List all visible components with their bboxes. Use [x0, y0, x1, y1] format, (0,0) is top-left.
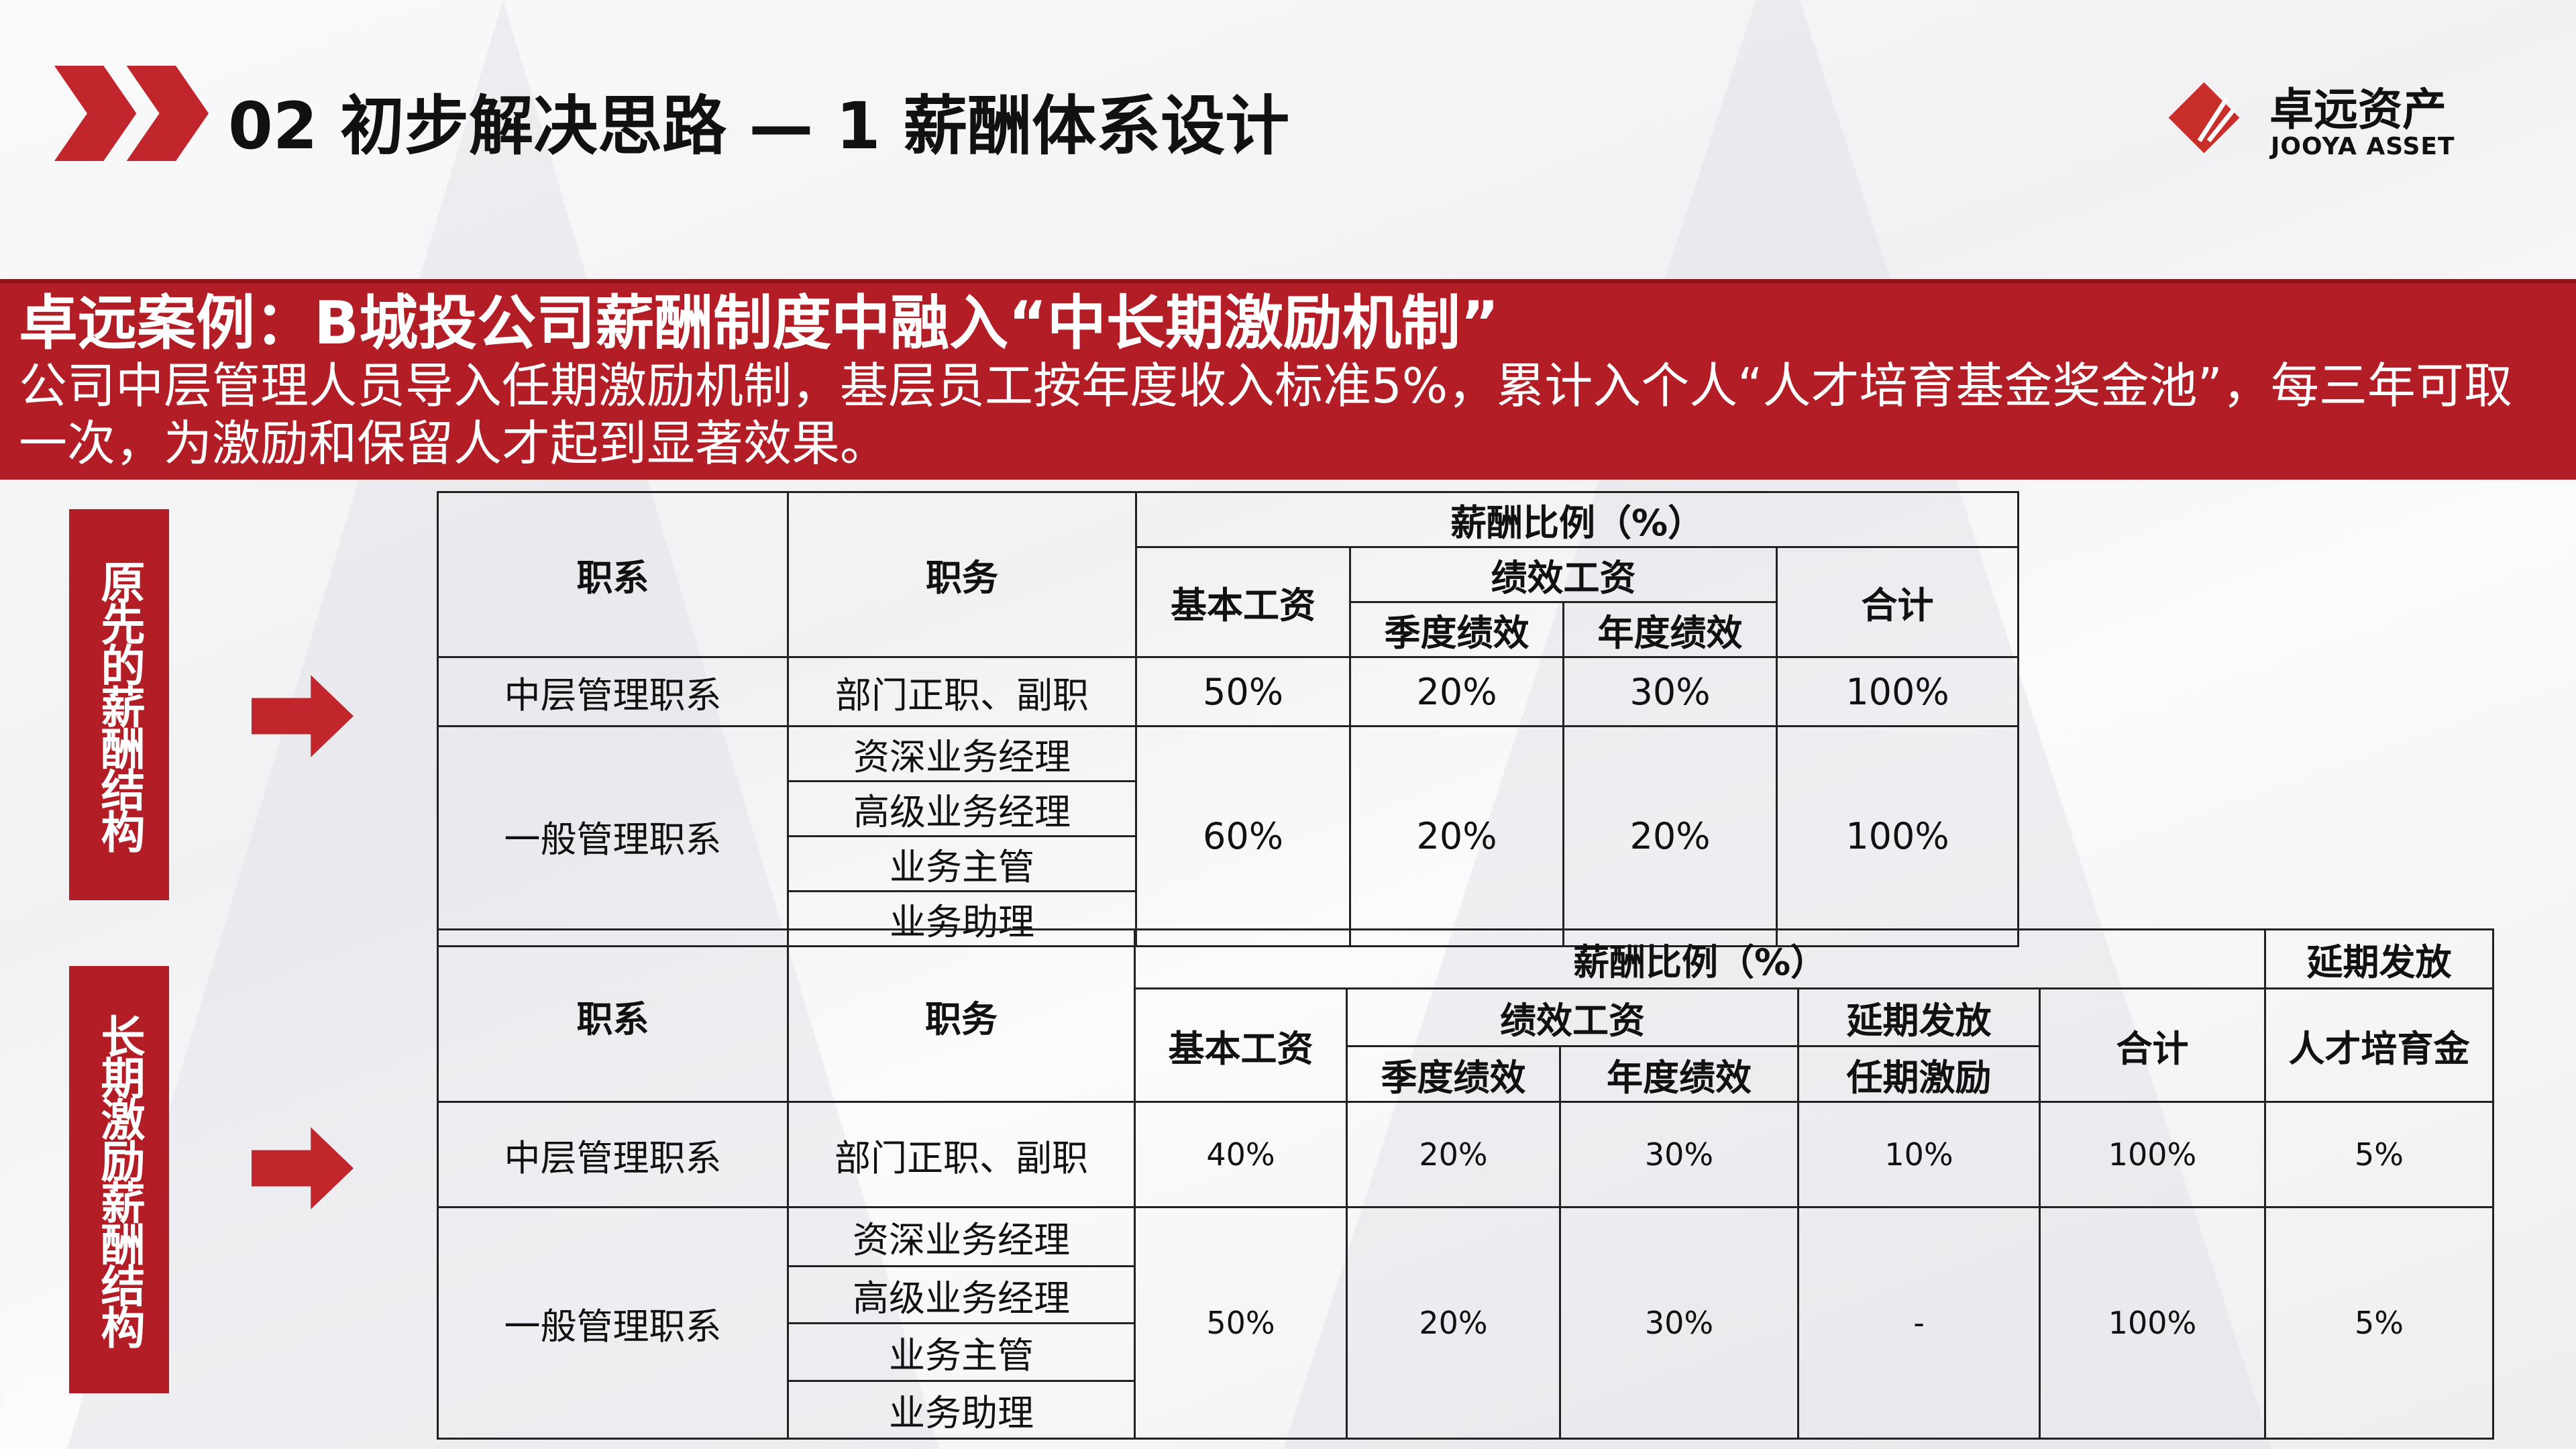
logo-cn: 卓远资产	[2269, 84, 2447, 136]
cell-position: 高级业务经理	[787, 1265, 1136, 1324]
cell-series: 一般管理职系	[437, 725, 789, 947]
company-logo: 卓远资产 JOOYA ASSET	[2165, 74, 2474, 161]
cell-position: 部门正职、副职	[787, 656, 1137, 727]
cell-series: 中层管理职系	[437, 656, 789, 727]
cell-base: 40%	[1134, 1101, 1348, 1208]
cell-position: 高级业务经理	[787, 780, 1137, 837]
header-base: 基本工资	[1134, 987, 1348, 1103]
case-description: 公司中层管理人员导入任期激励机制，基层员工按年度收入标准5%，累计入个人“人才培…	[19, 358, 2512, 472]
header-series: 职系	[437, 491, 789, 658]
table-row: 中层管理职系 部门正职、副职 50% 20% 30% 100%	[437, 656, 2020, 727]
header-position: 职务	[787, 928, 1136, 1103]
header-ratio: 薪酬比例（%）	[1133, 928, 2267, 989]
header-series: 职系	[437, 928, 789, 1103]
cell-quarterly: 20%	[1349, 656, 1564, 727]
cell-position: 部门正职、副职	[787, 1101, 1136, 1208]
header-performance: 绩效工资	[1349, 546, 1778, 603]
cell-talent-fund: 5%	[2264, 1206, 2495, 1440]
table-row: 中层管理职系 部门正职、副职 40% 20% 30% 10% 100% 5%	[437, 1101, 2495, 1208]
cell-annual: 20%	[1562, 725, 1778, 947]
cell-series: 一般管理职系	[437, 1206, 789, 1440]
case-heading: 卓远案例：B城投公司薪酬制度中融入“中长期激励机制”	[19, 288, 1499, 358]
header-performance: 绩效工资	[1346, 987, 1799, 1047]
arrow-right-icon	[252, 675, 354, 757]
header-deferred: 延期发放	[1797, 987, 2041, 1047]
original-salary-table: 职系 职务 薪酬比例（%） 基本工资 绩效工资 合计 季度绩效 年度绩效 中层管…	[437, 491, 2020, 947]
cell-total: 100%	[1775, 656, 2020, 727]
cell-total: 100%	[2038, 1101, 2267, 1208]
cell-series: 中层管理职系	[437, 1101, 789, 1208]
header-ratio: 薪酬比例（%）	[1134, 491, 2020, 548]
longterm-salary-table: 职系 职务 薪酬比例（%） 延期发放 基本工资 绩效工资 延期发放 合计 人才培…	[437, 928, 2495, 1440]
header-total: 合计	[1775, 546, 2020, 658]
header-base: 基本工资	[1135, 546, 1351, 658]
logo-mark-icon	[2168, 82, 2240, 154]
label-longterm-structure: 长期激励薪酬结构	[69, 966, 169, 1393]
logo-en: JOOYA ASSET	[2271, 133, 2455, 160]
header-deferred-top: 延期发放	[2264, 928, 2495, 989]
cell-total: 100%	[1775, 725, 2020, 947]
cell-quarterly: 20%	[1346, 1206, 1561, 1440]
cell-tenure: 10%	[1797, 1101, 2041, 1208]
header-total: 合计	[2038, 987, 2267, 1103]
table-row: 一般管理职系 资深业务经理 50% 20% 30% - 100% 5%	[437, 1206, 2495, 1440]
cell-position: 资深业务经理	[787, 1206, 1136, 1267]
label-text: 长期激励薪酬结构	[93, 1013, 146, 1346]
cell-tenure: -	[1797, 1206, 2041, 1440]
cell-annual: 30%	[1559, 1206, 1799, 1440]
header-talent-fund: 人才培育金	[2264, 987, 2495, 1103]
cell-position: 业务主管	[787, 1322, 1136, 1382]
header-tenure: 任期激励	[1797, 1045, 2041, 1103]
case-banner: 卓远案例：B城投公司薪酬制度中融入“中长期激励机制” 公司中层管理人员导入任期激…	[0, 279, 2576, 480]
cell-quarterly: 20%	[1346, 1101, 1561, 1208]
header-annual: 年度绩效	[1559, 1045, 1799, 1103]
cell-base: 60%	[1135, 725, 1351, 947]
cell-base: 50%	[1134, 1206, 1348, 1440]
cell-annual: 30%	[1559, 1101, 1799, 1208]
table-row: 一般管理职系 资深业务经理 60% 20% 20% 100%	[437, 725, 2020, 947]
header-quarterly: 季度绩效	[1349, 601, 1564, 658]
page-title: 02 初步解决思路 — 1 薪酬体系设计	[228, 89, 1290, 164]
header-quarterly: 季度绩效	[1346, 1045, 1561, 1103]
cell-total: 100%	[2038, 1206, 2267, 1440]
chevron-icon	[54, 66, 209, 161]
arrow-right-icon	[252, 1127, 354, 1210]
label-text: 原先的薪酬结构	[93, 559, 146, 851]
cell-position: 业务助理	[787, 1380, 1136, 1440]
cell-base: 50%	[1135, 656, 1351, 727]
cell-annual: 30%	[1562, 656, 1778, 727]
cell-talent-fund: 5%	[2264, 1101, 2495, 1208]
cell-position: 业务主管	[787, 835, 1137, 892]
cell-position: 资深业务经理	[787, 725, 1137, 782]
label-original-structure: 原先的薪酬结构	[69, 509, 169, 900]
header-position: 职务	[787, 491, 1137, 658]
cell-quarterly: 20%	[1349, 725, 1564, 947]
header-annual: 年度绩效	[1562, 601, 1778, 658]
